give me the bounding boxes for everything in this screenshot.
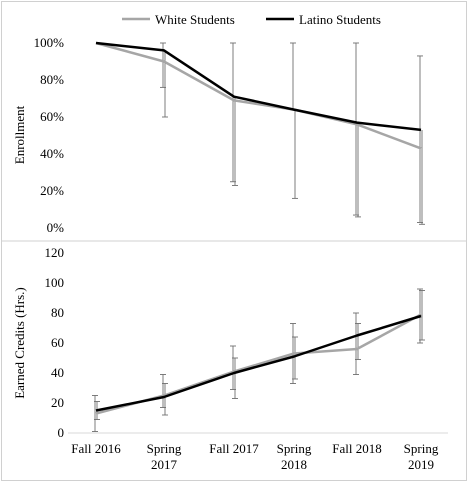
enrollment-series-lines <box>95 41 422 150</box>
enrollment-y-tick-label: 60% <box>40 109 64 124</box>
x-tick-label-line: 2019 <box>408 457 434 472</box>
credits-y-tick-label: 120 <box>45 245 65 260</box>
enrollment-y-tick-label: 100% <box>34 35 65 50</box>
credits-series-lines <box>95 313 422 415</box>
credits-y-tick-label: 0 <box>58 425 65 440</box>
x-tick-label-line: Spring <box>147 441 182 456</box>
enrollment-y-tick-label: 20% <box>40 183 64 198</box>
enrollment-y-axis-label: Enrollment <box>12 105 27 164</box>
enrollment-y-tick-label: 40% <box>40 146 64 161</box>
credits-panel: Earned Credits (Hrs.) 0 20 40 60 80 100 120 Fa… <box>12 245 448 472</box>
credits-x-tick-label: Spring 2019 <box>404 441 439 472</box>
x-tick-label-line: Spring <box>404 441 439 456</box>
credits-x-tick-label: Spring 2017 <box>147 441 182 472</box>
credits-y-tick-label: 20 <box>51 395 64 410</box>
legend: White Students Latino Students <box>122 12 381 27</box>
credits-y-ticks: 0 20 40 60 80 100 120 <box>45 245 65 440</box>
x-tick-label-line: 2017 <box>151 457 178 472</box>
credits-y-tick-label: 80 <box>51 305 64 320</box>
credits-x-tick-label: Fall 2017 <box>209 441 259 456</box>
x-tick-label-line: 2018 <box>281 457 307 472</box>
credits-y-tick-label: 60 <box>51 335 64 350</box>
credits-x-tick-label: Fall 2018 <box>332 441 381 456</box>
enrollment-series-line-white-students <box>95 41 422 150</box>
enrollment-y-tick-label: 0% <box>47 220 65 235</box>
legend-label-latino: Latino Students <box>299 12 381 27</box>
x-tick-label-line: Fall 2016 <box>71 441 121 456</box>
enrollment-series-line-latino-students <box>95 41 422 132</box>
enrollment-y-tick-label: 80% <box>40 72 64 87</box>
credits-y-tick-label: 100 <box>45 275 65 290</box>
credits-series-line-latino-students <box>95 314 422 412</box>
credits-x-tick-label: Fall 2016 <box>71 441 121 456</box>
credits-x-tick-label: Spring 2018 <box>277 441 312 472</box>
credits-y-axis-label: Earned Credits (Hrs.) <box>12 287 27 399</box>
enrollment-y-ticks: 0% 20% 40% 60% 80% 100% <box>34 35 65 235</box>
enrollment-error-bars <box>160 42 425 225</box>
enrollment-panel: Enrollment 0% 20% 40% 60% 80% 100% <box>12 35 425 235</box>
credits-y-tick-label: 40 <box>51 365 64 380</box>
x-tick-label-line: Fall 2018 <box>332 441 381 456</box>
x-tick-label-line: Fall 2017 <box>209 441 259 456</box>
x-tick-label-line: Spring <box>277 441 312 456</box>
legend-label-white: White Students <box>155 12 235 27</box>
